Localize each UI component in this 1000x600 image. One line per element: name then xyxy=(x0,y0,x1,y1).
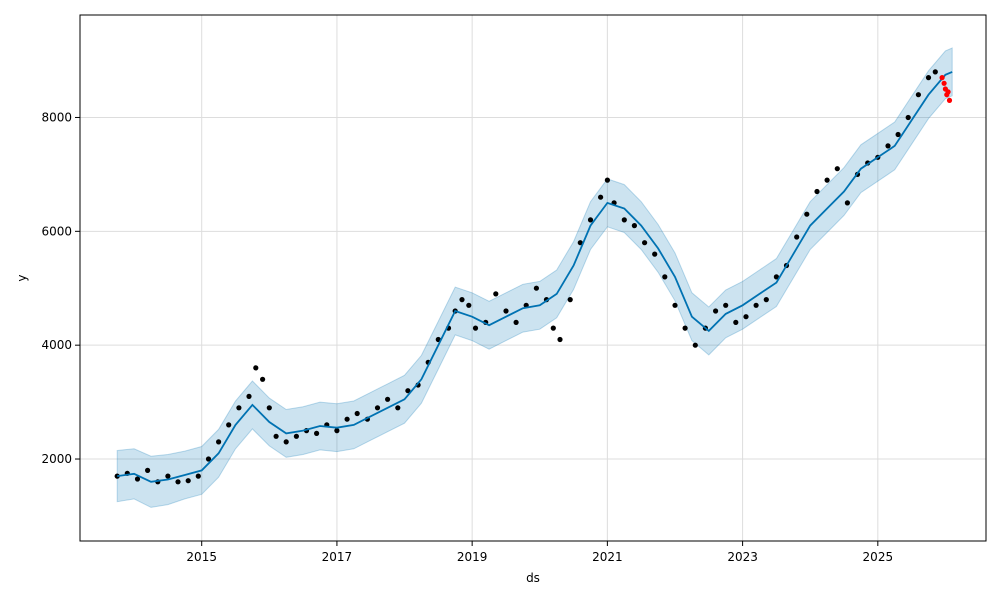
observed-point xyxy=(743,314,749,320)
x-axis-label: ds xyxy=(526,571,540,585)
observed-point xyxy=(459,297,465,303)
uncertainty-band xyxy=(116,47,953,508)
observed-point xyxy=(662,274,668,280)
forecast-interval-area xyxy=(116,47,953,508)
observed-point xyxy=(145,467,151,473)
observed-point xyxy=(344,416,350,422)
observed-point xyxy=(577,240,583,246)
x-tick-label: 2023 xyxy=(727,550,758,564)
observed-point xyxy=(885,143,891,149)
observed-point xyxy=(794,234,800,240)
observed-point xyxy=(824,177,830,183)
observed-point xyxy=(621,217,627,223)
forecast-line xyxy=(117,71,953,483)
observed-point xyxy=(598,194,604,200)
observed-point xyxy=(273,433,279,439)
observed-point xyxy=(293,433,299,439)
observed-point xyxy=(472,325,479,331)
observed-point xyxy=(550,325,556,331)
forecast-yhat-line xyxy=(117,71,953,483)
observed-point xyxy=(682,325,688,331)
y-axis-label: y xyxy=(15,274,29,281)
observed-points xyxy=(114,69,938,485)
observed-point xyxy=(834,166,840,172)
y-ticks: 2000 4000 6000 8000 xyxy=(41,110,80,466)
y-tick-label: 8000 xyxy=(41,110,72,124)
x-tick-label: 2017 xyxy=(322,550,353,564)
x-tick-label: 2025 xyxy=(863,550,894,564)
x-tick-label: 2021 xyxy=(592,550,623,564)
observed-point xyxy=(216,439,222,445)
observed-point xyxy=(557,336,563,343)
observed-point xyxy=(672,302,678,308)
observed-point xyxy=(513,319,519,325)
observed-point xyxy=(814,188,820,195)
observed-point xyxy=(266,405,272,411)
y-tick-label: 4000 xyxy=(41,338,72,352)
observed-point xyxy=(844,200,851,206)
observed-point xyxy=(915,92,922,98)
recent-observed-point xyxy=(939,75,945,81)
observed-point xyxy=(642,240,648,246)
x-tick-label: 2015 xyxy=(186,550,217,564)
observed-point xyxy=(205,456,212,462)
observed-point xyxy=(395,405,401,411)
y-tick-label: 2000 xyxy=(41,452,72,466)
observed-point xyxy=(236,405,242,411)
observed-point xyxy=(134,476,141,482)
observed-point xyxy=(405,388,411,394)
observed-point xyxy=(804,211,810,217)
observed-point xyxy=(567,297,573,303)
observed-point xyxy=(503,308,509,314)
observed-point xyxy=(652,251,658,257)
observed-point xyxy=(932,69,938,75)
x-ticks: 2015 2017 2019 2021 2023 2025 xyxy=(186,541,893,564)
observed-point xyxy=(226,422,232,428)
observed-point xyxy=(385,396,391,402)
observed-point xyxy=(713,308,719,314)
observed-point xyxy=(773,274,780,280)
observed-point xyxy=(165,473,171,479)
observed-point xyxy=(733,319,739,325)
recent-points xyxy=(939,75,953,103)
observed-point xyxy=(925,75,932,81)
observed-point xyxy=(195,473,201,479)
observed-point xyxy=(314,430,320,436)
y-tick-label: 6000 xyxy=(41,224,72,238)
observed-point xyxy=(905,114,911,121)
observed-point xyxy=(587,217,594,223)
recent-observed-point xyxy=(941,80,947,86)
plot-frame xyxy=(79,14,987,542)
observed-point xyxy=(763,297,769,303)
observed-point xyxy=(692,342,698,348)
recent-observed-point xyxy=(945,89,951,95)
recent-observed-point xyxy=(946,97,953,103)
observed-point xyxy=(466,302,472,308)
observed-point xyxy=(723,302,729,308)
observed-point xyxy=(253,365,259,371)
observed-point xyxy=(185,478,191,484)
observed-point xyxy=(533,285,540,291)
observed-point xyxy=(493,291,499,297)
gridlines xyxy=(80,15,986,541)
observed-point xyxy=(246,393,252,399)
observed-point xyxy=(604,177,611,183)
observed-point xyxy=(895,131,901,138)
observed-point xyxy=(283,439,289,445)
observed-point xyxy=(175,479,181,485)
observed-point xyxy=(753,302,759,308)
observed-point xyxy=(334,428,340,434)
x-tick-label: 2019 xyxy=(457,550,488,564)
observed-point xyxy=(354,410,360,417)
observed-point xyxy=(374,405,381,411)
observed-point xyxy=(260,376,266,382)
observed-point xyxy=(631,223,638,229)
